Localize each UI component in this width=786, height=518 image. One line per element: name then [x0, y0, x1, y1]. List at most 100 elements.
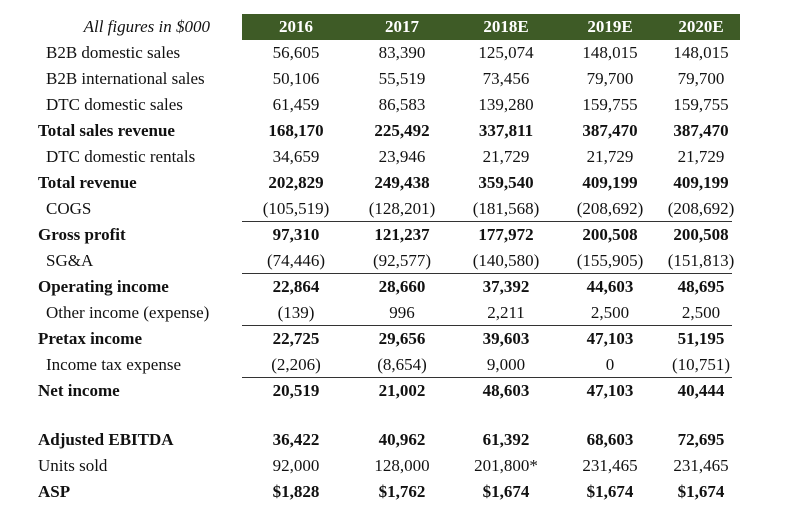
value-cell: $1,828 [272, 482, 320, 501]
value-cell: 83,390 [378, 43, 426, 62]
value-cell: 21,729 [586, 147, 634, 166]
table-row: DTC domestic rentals 34,659 23,946 21,729 21… [0, 144, 740, 170]
table-row: Pretax income 22,725 29,656 39,603 47,103 51,… [0, 326, 740, 352]
value-cell: 61,459 [272, 95, 320, 114]
value-cell: 231,465 [673, 456, 729, 475]
value-cell: (155,905) [576, 251, 644, 270]
table-header-row: All figures in $000 2016 2017 2018E 2019… [0, 14, 740, 40]
value-cell: 22,725 [272, 329, 320, 348]
value-cell: 97,310 [272, 225, 320, 244]
value-cell: 44,603 [586, 277, 634, 296]
row-label: Pretax income [38, 329, 143, 348]
value-cell: $1,674 [586, 482, 634, 501]
value-cell: 28,660 [378, 277, 426, 296]
value-cell: 37,392 [482, 277, 530, 296]
value-cell: 359,540 [478, 173, 534, 192]
value-cell: 148,015 [582, 43, 638, 62]
row-label: Income tax expense [46, 355, 181, 374]
value-cell: $1,674 [482, 482, 530, 501]
table-row: SG&A (74,446) (92,577) (140,580) (155,905) (1… [0, 248, 740, 274]
value-cell: 201,800* [474, 456, 538, 475]
value-cell: (8,654) [377, 355, 427, 374]
row-label: ASP [38, 482, 71, 501]
value-cell: 996 [389, 303, 415, 322]
table-row: B2B international sales 50,106 55,519 73,45… [0, 66, 740, 92]
year-header: 2019E [558, 14, 662, 40]
table-row: Income tax expense (2,206) (8,654) 9,000 0 (1… [0, 352, 740, 378]
value-cell: 86,583 [378, 95, 426, 114]
year-header: 2016 [242, 14, 350, 40]
row-label: B2B international sales [46, 69, 205, 88]
row-label: Other income (expense) [46, 303, 210, 322]
value-cell: 79,700 [677, 69, 725, 88]
value-cell: (2,206) [271, 355, 321, 374]
table-row: Adjusted EBITDA 36,422 40,962 61,392 68,603 7… [0, 427, 740, 453]
value-cell: (151,813) [667, 251, 735, 270]
value-cell: 47,103 [586, 381, 634, 400]
value-cell: 121,237 [374, 225, 430, 244]
value-cell: 337,811 [478, 121, 534, 140]
row-label: Total revenue [38, 173, 137, 192]
row-label: SG&A [46, 251, 94, 270]
value-cell: 148,015 [673, 43, 729, 62]
value-cell: 200,508 [582, 225, 638, 244]
value-cell: 22,864 [272, 277, 320, 296]
value-cell: 200,508 [673, 225, 729, 244]
value-cell: 231,465 [582, 456, 638, 475]
table-row: COGS (105,519) (128,201) (181,568) (208,692)… [0, 196, 740, 222]
year-header: 2017 [350, 14, 454, 40]
value-cell: (181,568) [472, 199, 540, 218]
value-cell: 68,603 [586, 430, 634, 449]
value-cell: 168,170 [268, 121, 324, 140]
value-cell: 56,605 [272, 43, 320, 62]
value-cell: 2,500 [590, 303, 630, 322]
row-label: DTC domestic rentals [46, 147, 196, 166]
value-cell: 23,946 [378, 147, 426, 166]
value-cell: 73,456 [482, 69, 530, 88]
row-label: Gross profit [38, 225, 126, 244]
value-cell: 202,829 [268, 173, 324, 192]
value-cell: 36,422 [272, 430, 320, 449]
value-cell: 128,000 [374, 456, 430, 475]
value-cell: 159,755 [582, 95, 638, 114]
table-row: Total revenue 202,829 249,438 359,540 409,19… [0, 170, 740, 196]
value-cell: 177,972 [478, 225, 534, 244]
table-row: Net income 20,519 21,002 48,603 47,103 40,444 [0, 378, 740, 404]
value-cell: 47,103 [586, 329, 634, 348]
value-cell: (10,751) [671, 355, 731, 374]
value-cell: 249,438 [374, 173, 430, 192]
value-cell: 9,000 [486, 355, 526, 374]
value-cell: (140,580) [472, 251, 540, 270]
financial-summary-table: All figures in $000 2016 2017 2018E 2019… [0, 14, 740, 505]
units-note: All figures in $000 [83, 17, 210, 36]
value-cell: 29,656 [378, 329, 426, 348]
value-cell: 39,603 [482, 329, 530, 348]
value-cell: 387,470 [673, 121, 729, 140]
row-label: COGS [46, 199, 92, 218]
value-cell: 50,106 [272, 69, 320, 88]
table-row: Units sold 92,000 128,000 201,800* 231,465 23… [0, 453, 740, 479]
value-cell: (139) [277, 303, 315, 322]
value-cell: (128,201) [368, 199, 436, 218]
year-header: 2020E [662, 14, 740, 40]
table-row: Gross profit 97,310 121,237 177,972 200,508 2… [0, 222, 740, 248]
value-cell: 409,199 [673, 173, 729, 192]
value-cell: 79,700 [586, 69, 634, 88]
table-row: B2B domestic sales 56,605 83,390 125,074 148… [0, 40, 740, 66]
value-cell: 72,695 [677, 430, 725, 449]
value-cell: 55,519 [378, 69, 426, 88]
value-cell: 40,962 [378, 430, 426, 449]
table-row: DTC domestic sales 61,459 86,583 139,280 159… [0, 92, 740, 118]
value-cell: 409,199 [582, 173, 638, 192]
value-cell: (74,446) [266, 251, 326, 270]
row-label: Total sales revenue [38, 121, 175, 140]
value-cell: 159,755 [673, 95, 729, 114]
value-cell: 225,492 [374, 121, 430, 140]
value-cell: 2,500 [681, 303, 721, 322]
value-cell: 51,195 [677, 329, 725, 348]
value-cell: 21,002 [378, 381, 426, 400]
year-header: 2018E [454, 14, 558, 40]
value-cell: 21,729 [482, 147, 530, 166]
value-cell: 21,729 [677, 147, 725, 166]
table-row: ASP $1,828 $1,762 $1,674 $1,674 $1,674 [0, 479, 740, 505]
